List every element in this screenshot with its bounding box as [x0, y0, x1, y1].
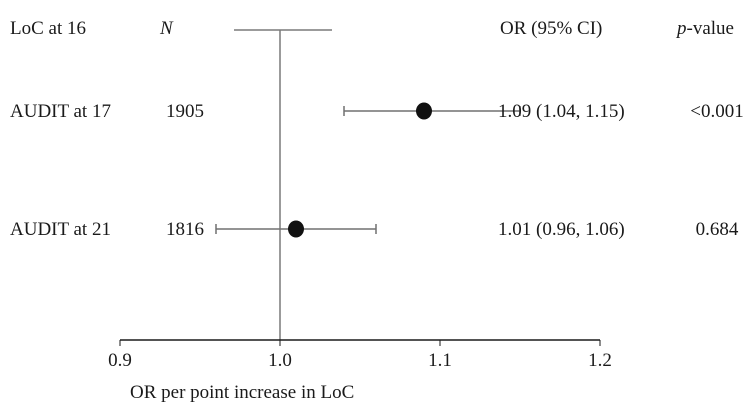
point-estimate	[416, 102, 432, 120]
x-axis-ticks: 0.9 1.0 1.1 1.2	[108, 340, 612, 371]
x-tick-label: 1.2	[588, 350, 612, 371]
header-or-ci-label: OR (95% CI)	[500, 18, 602, 39]
point-estimate	[288, 220, 304, 238]
or-ci-value: 1.09 (1.04, 1.15)	[498, 101, 625, 122]
forest-row: AUDIT at 17 1905 1.09 (1.04, 1.15) <0.001	[10, 101, 744, 122]
header-n-label: N	[159, 18, 174, 39]
row-n: 1816	[166, 219, 204, 240]
forest-row: AUDIT at 21 1816 1.01 (0.96, 1.06) 0.684	[10, 219, 739, 240]
row-label: AUDIT at 17	[10, 101, 111, 122]
row-n: 1905	[166, 101, 204, 122]
p-value: <0.001	[690, 101, 743, 122]
row-label: AUDIT at 21	[10, 219, 111, 240]
x-tick-label: 0.9	[108, 350, 132, 371]
x-axis-label: OR per point increase in LoC	[130, 382, 354, 403]
p-value: 0.684	[696, 219, 739, 240]
x-tick-label: 1.1	[428, 350, 452, 371]
x-tick-label: 1.0	[268, 350, 292, 371]
header-p-value-label: p-value	[675, 18, 734, 39]
or-ci-value: 1.01 (0.96, 1.06)	[498, 219, 625, 240]
forest-rows: AUDIT at 17 1905 1.09 (1.04, 1.15) <0.001AU…	[10, 101, 744, 240]
header-group-label: LoC at 16	[10, 18, 86, 39]
